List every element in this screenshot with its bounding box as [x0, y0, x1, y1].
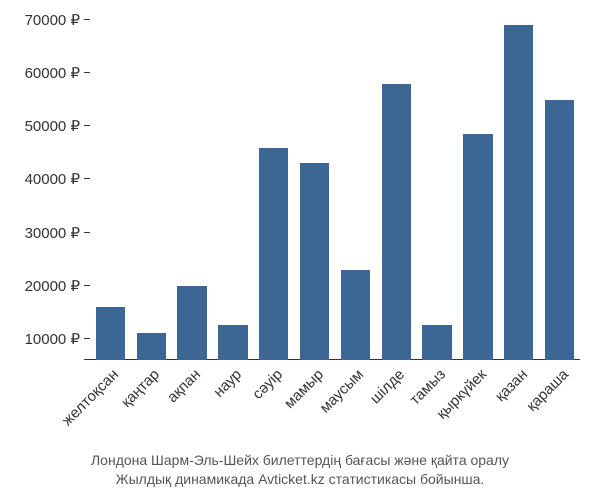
bar-slot: қыркүйек	[457, 20, 498, 360]
bar	[259, 148, 288, 361]
bar-slot: қазан	[498, 20, 539, 360]
x-axis-label: маусым	[317, 366, 368, 417]
bar-slot: маусым	[335, 20, 376, 360]
x-axis-label: желтоқсан	[59, 366, 122, 429]
bar-slot: желтоқсан	[90, 20, 131, 360]
x-axis-label: қараша	[523, 366, 572, 415]
caption-line-1: Лондона Шарм-Эль-Шейх билеттердің бағасы…	[0, 451, 600, 471]
y-axis-label: 10000 ₽	[25, 330, 80, 348]
y-axis-label: 20000 ₽	[25, 277, 80, 295]
y-tick	[84, 19, 90, 20]
bar-slot: тамыз	[417, 20, 458, 360]
bar-slot: қараша	[539, 20, 580, 360]
y-axis-label: 50000 ₽	[25, 117, 80, 135]
y-axis-label: 40000 ₽	[25, 170, 80, 188]
bar	[137, 333, 166, 360]
price-chart: желтоқсанқаңтарақпаннаурсәуірмамырмаусым…	[0, 0, 600, 500]
bars-container: желтоқсанқаңтарақпаннаурсәуірмамырмаусым…	[90, 20, 580, 360]
y-tick	[84, 338, 90, 339]
chart-caption: Лондона Шарм-Эль-Шейх билеттердің бағасы…	[0, 451, 600, 490]
bar	[545, 100, 574, 360]
bar-slot: ақпан	[172, 20, 213, 360]
bar-slot: наур	[212, 20, 253, 360]
bar	[463, 134, 492, 360]
x-axis-label: ақпан	[164, 366, 204, 406]
x-axis-label: наур	[210, 366, 245, 401]
bar-slot: сәуір	[253, 20, 294, 360]
bar	[96, 307, 125, 360]
bar	[300, 163, 329, 360]
bar	[422, 325, 451, 360]
y-tick	[84, 125, 90, 126]
bar	[382, 84, 411, 360]
bar	[341, 270, 370, 360]
bar	[218, 325, 247, 360]
y-axis-label: 30000 ₽	[25, 224, 80, 242]
y-tick	[84, 232, 90, 233]
bar-slot: мамыр	[294, 20, 335, 360]
bar	[504, 25, 533, 360]
x-axis-label: шілде	[367, 366, 408, 407]
bar-slot: қаңтар	[131, 20, 172, 360]
plot-area: желтоқсанқаңтарақпаннаурсәуірмамырмаусым…	[90, 20, 580, 360]
y-tick	[84, 178, 90, 179]
bar-slot: шілде	[376, 20, 417, 360]
bar	[177, 286, 206, 360]
y-tick	[84, 285, 90, 286]
y-tick	[84, 72, 90, 73]
x-axis-label: қаңтар	[118, 366, 163, 411]
y-axis-label: 70000 ₽	[25, 11, 80, 29]
y-axis-label: 60000 ₽	[25, 64, 80, 82]
caption-line-2: Жылдық динамикада Avticket.kz статистика…	[0, 470, 600, 490]
x-axis-label: сәуір	[249, 366, 286, 403]
